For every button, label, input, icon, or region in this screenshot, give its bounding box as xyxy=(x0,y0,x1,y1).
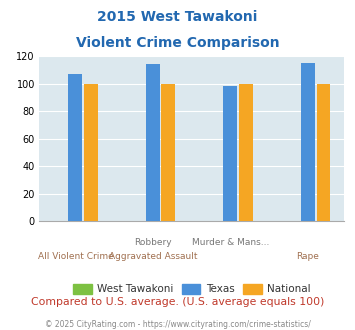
Bar xyxy=(239,83,253,221)
Text: Murder & Mans...: Murder & Mans... xyxy=(192,238,269,247)
Text: Compared to U.S. average. (U.S. average equals 100): Compared to U.S. average. (U.S. average … xyxy=(31,297,324,307)
Bar xyxy=(162,83,175,221)
Bar xyxy=(84,83,98,221)
Bar xyxy=(224,86,237,221)
Bar xyxy=(69,74,82,221)
Text: Aggravated Assault: Aggravated Assault xyxy=(109,252,197,261)
Text: 2015 West Tawakoni: 2015 West Tawakoni xyxy=(97,10,258,24)
Bar xyxy=(301,63,315,221)
Text: Robbery: Robbery xyxy=(134,238,172,247)
Bar xyxy=(317,83,331,221)
Text: © 2025 CityRating.com - https://www.cityrating.com/crime-statistics/: © 2025 CityRating.com - https://www.city… xyxy=(45,320,310,329)
Text: Rape: Rape xyxy=(296,252,320,261)
Text: All Violent Crime: All Violent Crime xyxy=(38,252,113,261)
Legend: West Tawakoni, Texas, National: West Tawakoni, Texas, National xyxy=(69,280,315,298)
Bar xyxy=(146,64,160,221)
Text: Violent Crime Comparison: Violent Crime Comparison xyxy=(76,36,279,50)
